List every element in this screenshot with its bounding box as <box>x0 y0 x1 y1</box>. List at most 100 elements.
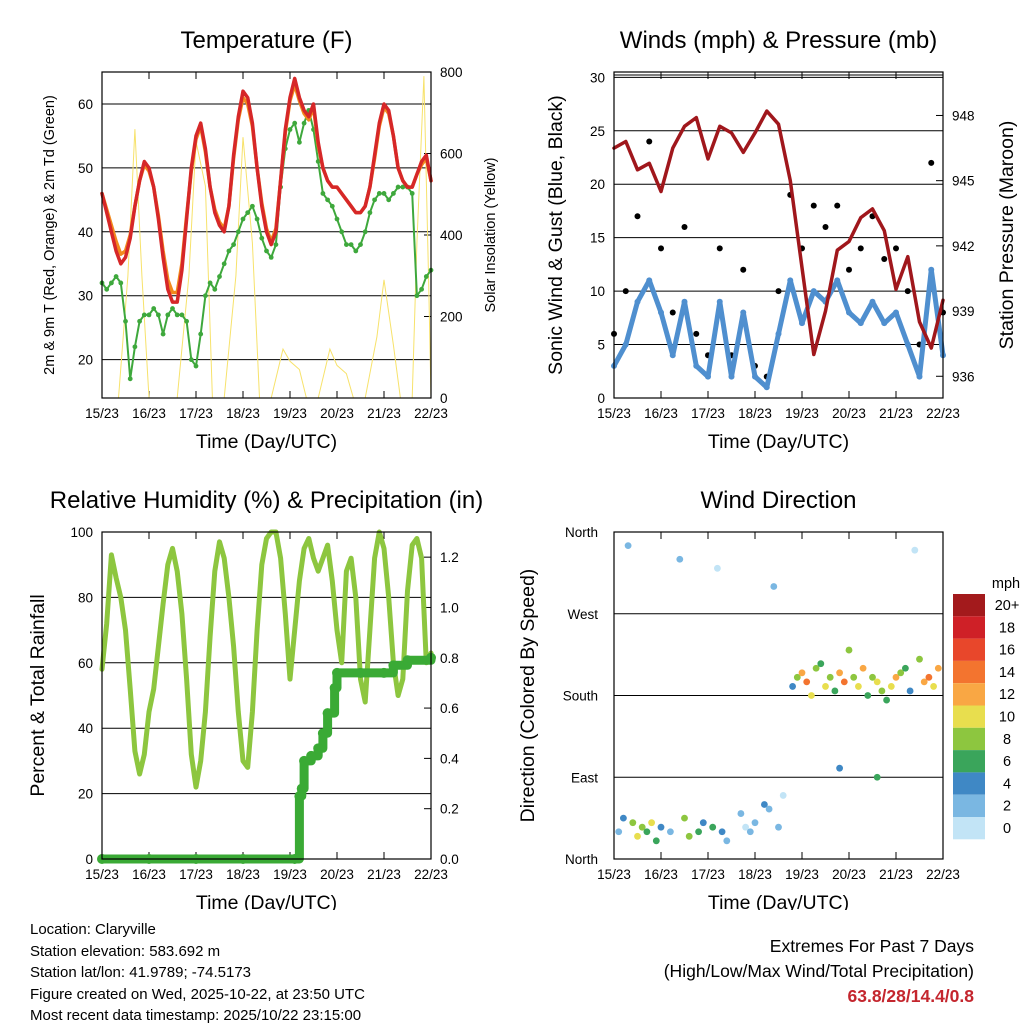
precip-point <box>402 655 413 666</box>
y2-tick-label: 1.2 <box>440 550 459 565</box>
dewpoint-line <box>101 109 432 380</box>
wind-point <box>916 373 923 380</box>
gust-point <box>740 266 747 273</box>
y2-tick-label: 0.4 <box>440 751 459 766</box>
y-tick-label: 80 <box>78 590 93 605</box>
gust-point <box>857 245 864 252</box>
y-tick-label: East <box>571 770 598 785</box>
colorbar-swatch <box>953 794 985 817</box>
x-tick-label: 15/23 <box>597 406 631 421</box>
y-tick-label: 30 <box>590 70 605 85</box>
direction-point <box>742 823 749 831</box>
y-axis-label: Direction (Colored By Speed) <box>517 569 539 823</box>
precip-point <box>296 783 307 794</box>
colorbar-swatch <box>953 683 985 706</box>
gust-point <box>716 245 723 252</box>
gust-point <box>634 213 641 220</box>
gust-point <box>846 266 852 273</box>
wind-point <box>893 309 899 316</box>
y2-tick-label: 0.0 <box>440 852 459 867</box>
y-tick-label: 20 <box>78 353 93 368</box>
y2-tick-label: 0.2 <box>440 802 459 817</box>
direction-point <box>667 828 674 836</box>
y-tick-label: North <box>565 852 598 867</box>
x-tick-label: 16/23 <box>644 406 678 421</box>
x-tick-label: 20/23 <box>832 406 866 421</box>
direction-point <box>634 832 641 840</box>
y2-tick-label: 800 <box>440 65 463 80</box>
chart-title: Wind Direction <box>700 487 856 514</box>
direction-point <box>873 773 881 781</box>
y-tick-label: 20 <box>78 787 93 802</box>
colorbar-title: mph <box>992 576 1020 592</box>
direction-point <box>648 819 655 827</box>
gust-point <box>928 159 935 166</box>
direction-point <box>615 828 623 836</box>
wind-point <box>634 298 641 305</box>
x-tick-label: 21/23 <box>367 867 401 882</box>
x-tick-label: 17/23 <box>179 406 213 421</box>
colorbar-label: 0 <box>1003 821 1011 837</box>
precip-point <box>322 708 333 719</box>
direction-point <box>709 823 717 831</box>
direction-point <box>850 673 858 681</box>
y2-axis-label: Station Pressure (Maroon) <box>996 121 1018 350</box>
winds-chart: Winds (mph) & Pressure (mb) 15/23 16/23 17/… <box>545 27 1018 453</box>
extremes-title: Extremes For Past 7 Days <box>769 936 974 956</box>
precip-point <box>294 791 305 802</box>
colorbar-swatch <box>953 705 985 728</box>
direction-point <box>808 692 815 699</box>
colorbar-swatch <box>953 594 985 617</box>
colorbar-label: 12 <box>999 687 1015 703</box>
gust-point <box>893 245 899 252</box>
gust-point <box>834 202 841 209</box>
direction-point <box>643 828 651 836</box>
wind-point <box>857 320 864 327</box>
direction-point <box>681 814 688 822</box>
x-tick-label: 22/23 <box>414 867 448 882</box>
x-tick-label: 15/23 <box>597 867 631 882</box>
x-tick-label: 19/23 <box>785 867 819 882</box>
y-tick-label: West <box>567 607 598 622</box>
pressure-line <box>612 109 945 357</box>
colorbar-swatch <box>953 616 985 639</box>
y2-tick-label: 945 <box>952 174 975 189</box>
y-tick-label: North <box>565 525 598 540</box>
direction-point <box>695 828 702 836</box>
y-tick-label: 5 <box>597 338 605 353</box>
wind-point <box>775 330 782 337</box>
precip-point <box>313 743 324 754</box>
x-axis-label: Time (Day/UTC) <box>196 892 337 910</box>
wind-point <box>740 309 747 316</box>
colorbar-swatch <box>953 750 985 773</box>
colorbar-label: 4 <box>1003 776 1011 792</box>
direction-point <box>887 683 895 690</box>
x-tick-label: 22/23 <box>926 406 960 421</box>
colorbar-swatch <box>953 660 985 684</box>
precip-point <box>379 667 389 678</box>
direction-point <box>775 823 782 831</box>
precip-point <box>329 682 340 693</box>
wind-point <box>705 373 711 380</box>
solar-line <box>102 76 432 399</box>
precip-point <box>299 755 310 766</box>
wind-point <box>787 277 794 284</box>
y2-tick-label: 942 <box>952 239 975 254</box>
direction-point <box>855 683 862 690</box>
precip-point <box>306 750 317 761</box>
direction-point <box>624 542 632 550</box>
precip-point <box>388 660 399 671</box>
wind-point <box>669 352 676 359</box>
y-tick-label: 40 <box>78 721 93 736</box>
plot-frame <box>101 71 432 399</box>
direction-point <box>920 678 928 686</box>
x-tick-label: 21/23 <box>879 867 913 882</box>
extremes-subtitle: (High/Low/Max Wind/Total Precipitation) <box>663 961 974 981</box>
wind-point <box>904 341 911 348</box>
x-axis-label: Time (Day/UTC) <box>196 431 337 453</box>
x-tick-label: 16/23 <box>132 867 166 882</box>
gust-point <box>646 138 653 145</box>
colorbar-label: 18 <box>999 620 1015 636</box>
x-axis-label: Time (Day/UTC) <box>708 892 849 910</box>
chart-title: Winds (mph) & Pressure (mb) <box>620 27 937 54</box>
